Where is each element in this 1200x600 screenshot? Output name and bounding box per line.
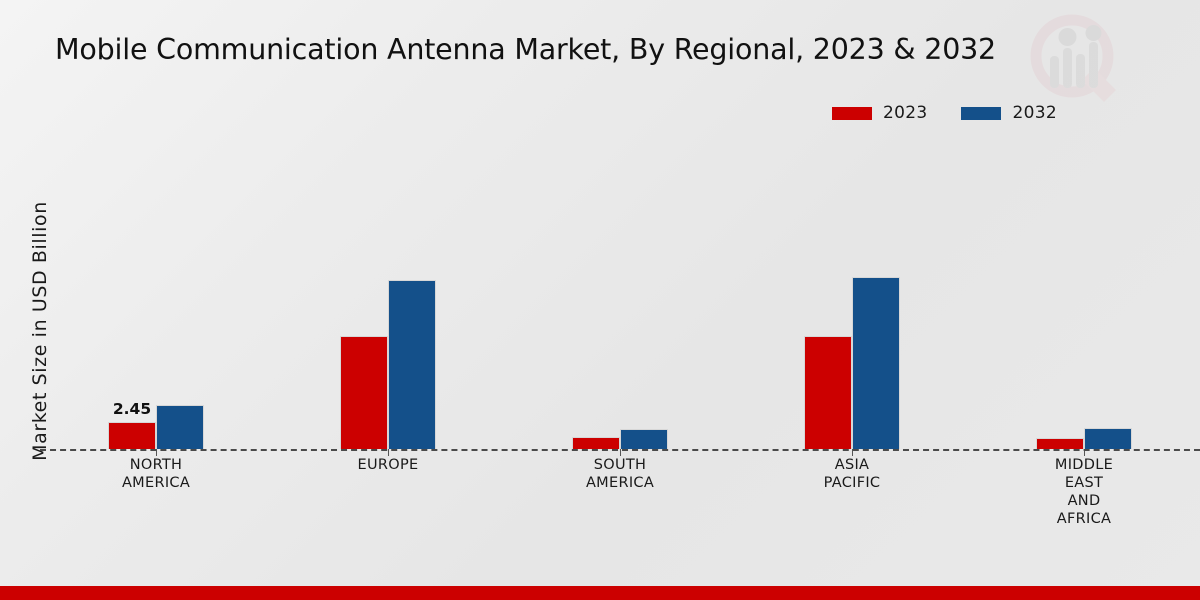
legend-item-2032[interactable]: 2032 — [961, 103, 1057, 123]
legend-label-2032: 2032 — [1012, 103, 1057, 123]
bar-group-north-america: 2.45 — [40, 140, 272, 456]
x-label-line: AMERICA — [121, 475, 191, 491]
chart-legend: 2023 2032 — [832, 103, 1057, 123]
bar-2032-asia-pacific[interactable] — [852, 277, 900, 449]
x-label-line: NORTH — [129, 457, 183, 473]
bar-2023-north-america[interactable]: 2.45 — [108, 400, 156, 449]
x-label-north-america: NORTH AMERICA — [40, 456, 272, 528]
bar-2032-south-america[interactable] — [620, 429, 668, 449]
x-tick — [1084, 449, 1085, 456]
bar-group-europe — [272, 140, 504, 456]
bar-2023-asia-pacific[interactable] — [804, 336, 852, 449]
bar-groups: 2.45 — [40, 140, 1200, 456]
x-label-line: EUROPE — [357, 457, 419, 473]
x-label-line: ASIA — [834, 457, 870, 473]
legend-label-2023: 2023 — [883, 103, 928, 123]
bars — [572, 429, 668, 449]
bar-value-label: 2.45 — [112, 400, 152, 418]
axis-baseline — [40, 449, 1200, 451]
watermark-logo — [1020, 8, 1125, 113]
chart-title: Mobile Communication Antenna Market, By … — [55, 33, 996, 66]
x-tick — [156, 449, 157, 456]
x-label-line: EAST — [1064, 475, 1104, 491]
bar-2023-europe[interactable] — [340, 336, 388, 449]
x-label-line: AND — [1067, 493, 1101, 509]
plot-area: 2.45 — [40, 140, 1200, 456]
x-tick — [388, 449, 389, 456]
x-label-middle-east-and-africa: MIDDLE EAST AND AFRICA — [968, 456, 1200, 528]
x-label-line: PACIFIC — [823, 475, 881, 491]
legend-item-2023[interactable]: 2023 — [832, 103, 927, 123]
bar-2023-south-america[interactable] — [572, 437, 620, 449]
bar-group-middle-east-and-africa — [968, 140, 1200, 456]
x-label-south-america: SOUTH AMERICA — [504, 456, 736, 528]
bar-group-asia-pacific — [736, 140, 968, 456]
x-tick — [620, 449, 621, 456]
bar-2032-north-america[interactable] — [156, 405, 204, 449]
x-axis-labels: NORTH AMERICA EUROPE SOUTH AMERICA ASIA … — [40, 456, 1200, 528]
bars — [804, 277, 900, 449]
x-label-europe: EUROPE — [272, 456, 504, 528]
bar-2023-middle-east-and-africa[interactable] — [1036, 438, 1084, 449]
x-label-line: MIDDLE — [1054, 457, 1114, 473]
bar-group-south-america — [504, 140, 736, 456]
legend-swatch-2023 — [832, 106, 872, 120]
bars — [340, 280, 436, 449]
bars: 2.45 — [108, 400, 204, 449]
bar-2032-middle-east-and-africa[interactable] — [1084, 428, 1132, 449]
legend-swatch-2032 — [961, 106, 1002, 120]
footer-accent-bar — [0, 586, 1200, 600]
x-label-line: SOUTH — [593, 457, 647, 473]
bar-2032-europe[interactable] — [388, 280, 436, 449]
x-tick — [852, 449, 853, 456]
bars — [1036, 428, 1132, 449]
x-label-line: AFRICA — [1056, 511, 1112, 527]
x-label-line: AMERICA — [585, 475, 655, 491]
x-label-asia-pacific: ASIA PACIFIC — [736, 456, 968, 528]
